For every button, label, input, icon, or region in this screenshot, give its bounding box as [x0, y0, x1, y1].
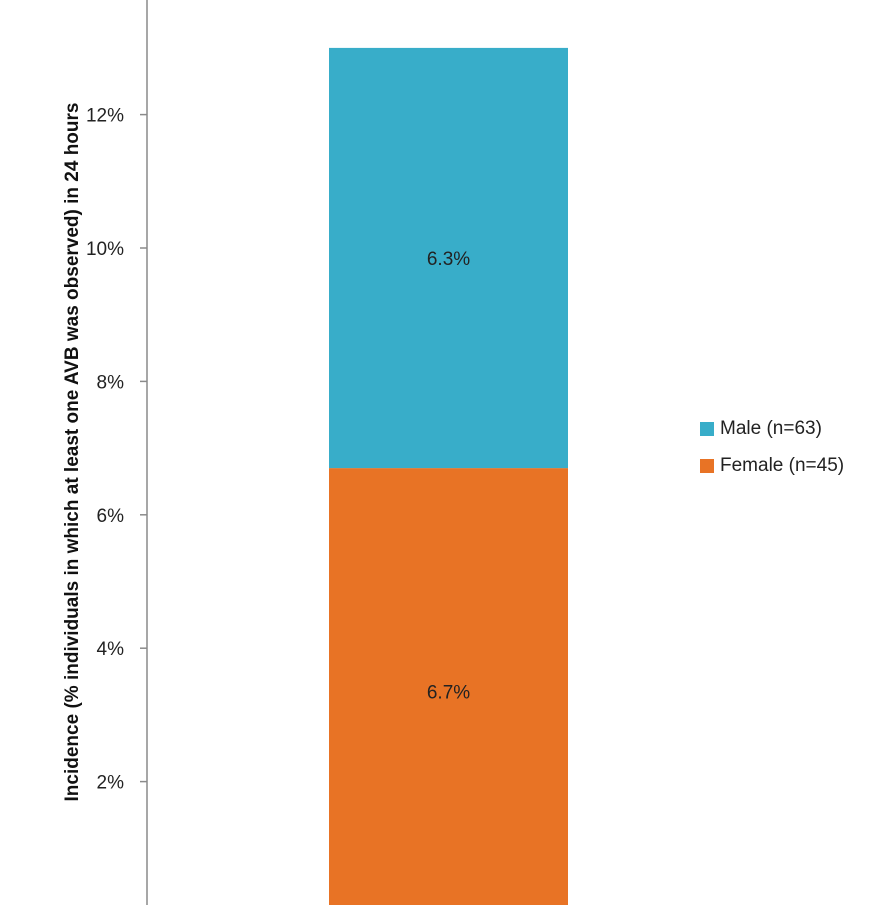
- bar-segment-male: [329, 47, 568, 469]
- data-label-male: 6.3%: [427, 249, 470, 270]
- y-axis: 2% 4% 6% 8% 10% 12%: [86, 0, 148, 905]
- y-tick-label: 6%: [97, 506, 125, 527]
- legend-item-female: Female (n=45): [700, 452, 844, 480]
- data-label-female: 6.7%: [427, 683, 470, 704]
- legend: Male (n=63) Female (n=45): [700, 415, 844, 489]
- y-tick-label: 10%: [86, 239, 124, 260]
- legend-label-male: Male (n=63): [720, 418, 822, 439]
- y-tick-label: 12%: [86, 106, 124, 127]
- bar-segment-female: [329, 468, 568, 905]
- y-tick-label: 4%: [97, 639, 125, 660]
- y-tick-label: 2%: [97, 773, 125, 794]
- legend-swatch-female: [700, 459, 714, 473]
- bars: 6.7% 6.3%: [329, 47, 568, 905]
- legend-item-male: Male (n=63): [700, 415, 844, 443]
- y-axis-label: Incidence (% individuals in which at lea…: [62, 103, 83, 802]
- y-tick-label: 8%: [97, 372, 125, 393]
- legend-label-female: Female (n=45): [720, 455, 845, 476]
- legend-swatch-male: [700, 422, 714, 436]
